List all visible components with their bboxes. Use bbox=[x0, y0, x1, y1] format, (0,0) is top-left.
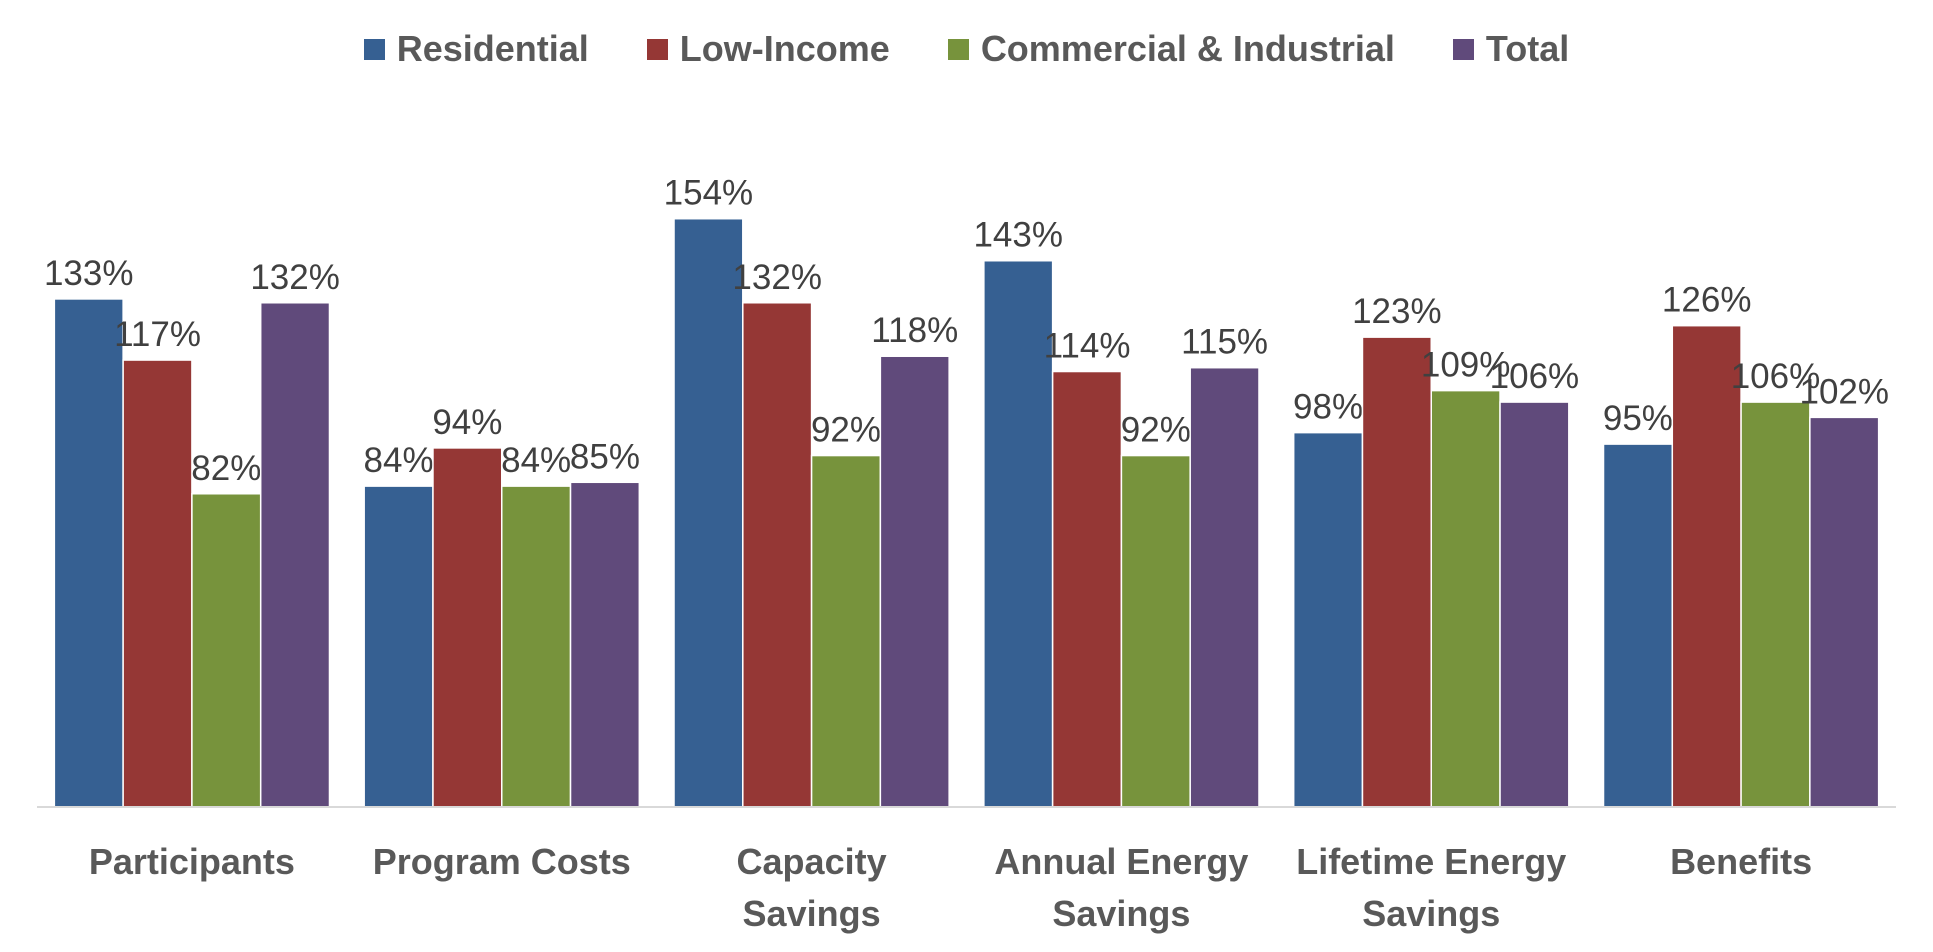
data-label: 82% bbox=[191, 449, 261, 488]
data-label: 92% bbox=[1121, 411, 1191, 450]
data-label: 106% bbox=[1490, 357, 1580, 396]
x-tick-label: Participants bbox=[88, 841, 295, 882]
data-label: 102% bbox=[1799, 372, 1889, 411]
bar bbox=[673, 217, 744, 808]
bar bbox=[363, 485, 434, 808]
bar bbox=[259, 302, 331, 808]
bar bbox=[810, 454, 882, 808]
data-label: 115% bbox=[1181, 323, 1268, 362]
bar bbox=[122, 359, 193, 808]
legend-swatch bbox=[363, 38, 385, 60]
bar bbox=[1499, 401, 1570, 808]
bar bbox=[569, 481, 641, 808]
bar bbox=[1051, 370, 1123, 808]
legend-item: Total bbox=[1452, 28, 1570, 70]
bar bbox=[742, 302, 813, 808]
x-tick-label: Annual Energy Savings bbox=[994, 841, 1249, 934]
data-label: 84% bbox=[501, 441, 571, 480]
bar bbox=[1189, 366, 1260, 808]
bar bbox=[53, 298, 124, 808]
legend-item: Low-Income bbox=[646, 28, 890, 70]
data-label: 106% bbox=[1731, 357, 1821, 396]
data-label: 114% bbox=[1044, 327, 1131, 366]
data-label: 118% bbox=[871, 311, 958, 350]
x-tick-label: Capacity Savings bbox=[736, 841, 887, 934]
bar bbox=[191, 493, 262, 808]
data-label: 92% bbox=[811, 411, 881, 450]
data-label: 84% bbox=[364, 441, 434, 480]
legend-item: Commercial & Industrial bbox=[947, 28, 1395, 70]
data-label: 109% bbox=[1421, 346, 1511, 385]
bar bbox=[432, 447, 503, 808]
legend-label: Residential bbox=[396, 28, 589, 69]
legend-label: Total bbox=[1485, 28, 1570, 69]
data-label: 132% bbox=[250, 258, 340, 297]
data-label: 133% bbox=[44, 254, 134, 293]
bar bbox=[1671, 324, 1742, 808]
legend-swatch bbox=[1452, 38, 1474, 60]
bar bbox=[879, 355, 950, 808]
bar bbox=[1292, 431, 1364, 808]
bar bbox=[1120, 454, 1191, 808]
bar bbox=[1602, 443, 1674, 808]
data-label: 117% bbox=[114, 315, 201, 354]
legend-swatch bbox=[947, 38, 969, 60]
legend-item: Residential bbox=[363, 28, 589, 70]
x-tick-label: Lifetime Energy Savings bbox=[1296, 841, 1567, 934]
bar bbox=[1809, 416, 1880, 808]
data-label: 126% bbox=[1662, 281, 1752, 320]
bar bbox=[983, 259, 1054, 808]
data-label: 132% bbox=[732, 258, 822, 297]
data-label: 98% bbox=[1293, 388, 1363, 427]
data-label: 85% bbox=[570, 437, 640, 476]
bar bbox=[1361, 336, 1433, 808]
legend-label: Low-Income bbox=[679, 28, 890, 69]
data-label: 143% bbox=[973, 216, 1063, 255]
data-label: 123% bbox=[1352, 292, 1442, 331]
bar bbox=[501, 485, 572, 808]
x-tick-label: Benefits bbox=[1670, 841, 1813, 882]
legend-label: Commercial & Industrial bbox=[980, 28, 1395, 69]
bar bbox=[1430, 389, 1501, 808]
data-label: 94% bbox=[432, 403, 502, 442]
bar bbox=[1740, 401, 1811, 808]
legend-swatch bbox=[646, 38, 668, 60]
legend: Residential Low-Income Commercial & Indust… bbox=[0, 28, 1933, 70]
x-tick-label: Program Costs bbox=[372, 841, 631, 882]
data-label: 154% bbox=[664, 174, 754, 213]
data-label: 95% bbox=[1603, 399, 1673, 438]
